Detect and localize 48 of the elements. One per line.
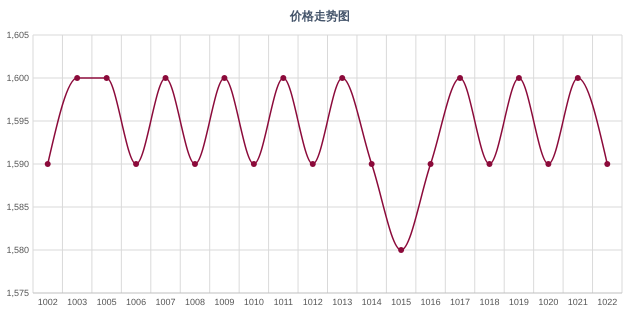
- point: [44, 161, 51, 167]
- point: [428, 161, 434, 167]
- point: [545, 161, 552, 167]
- x-tick-label: 1016: [420, 297, 441, 307]
- y-tick-label: 1,605: [6, 30, 29, 40]
- x-tick-label: 1018: [479, 297, 500, 307]
- point: [368, 161, 375, 167]
- x-tick-label: 1005: [96, 297, 117, 307]
- point: [162, 75, 169, 81]
- chart-title: 价格走势图: [289, 9, 350, 23]
- x-tick-label: 1002: [38, 297, 58, 307]
- point: [192, 161, 198, 167]
- x-tick-label: 1019: [508, 297, 529, 307]
- point: [516, 75, 522, 81]
- point: [486, 161, 492, 167]
- x-tick-label: 1010: [244, 297, 264, 307]
- point: [104, 75, 110, 81]
- x-tick-label: 1020: [538, 297, 558, 307]
- x-tick-label: 1015: [391, 297, 412, 307]
- point: [250, 161, 257, 167]
- point: [457, 75, 464, 81]
- x-tick-label: 1021: [568, 297, 588, 307]
- x-tick-label: 1006: [126, 297, 146, 307]
- x-tick-label: 1008: [184, 297, 205, 307]
- y-tick-label: 1,585: [6, 202, 29, 212]
- x-tick-label: 1014: [362, 297, 382, 307]
- point: [133, 161, 140, 167]
- point: [398, 247, 404, 253]
- point: [574, 75, 581, 81]
- x-tick-label: 1011: [274, 297, 294, 307]
- x-tick-label: 1007: [156, 297, 176, 307]
- x-tick-label: 1009: [214, 297, 234, 307]
- y-tick-label: 1,595: [6, 116, 29, 126]
- x-tick-label: 1022: [597, 297, 618, 307]
- point: [339, 75, 346, 81]
- point: [604, 161, 610, 167]
- y-tick-label: 1,600: [6, 73, 29, 83]
- point: [221, 75, 228, 81]
- x-tick-label: 1012: [302, 297, 323, 307]
- y-tick-label: 1,580: [6, 245, 29, 255]
- x-tick-label: 1003: [67, 297, 88, 307]
- point: [280, 75, 286, 81]
- point: [310, 161, 316, 167]
- point: [74, 75, 80, 81]
- x-tick-label: 1013: [332, 297, 352, 307]
- y-tick-label: 1,590: [6, 159, 29, 169]
- y-tick-label: 1,575: [6, 288, 29, 298]
- x-tick-label: 1017: [450, 297, 470, 307]
